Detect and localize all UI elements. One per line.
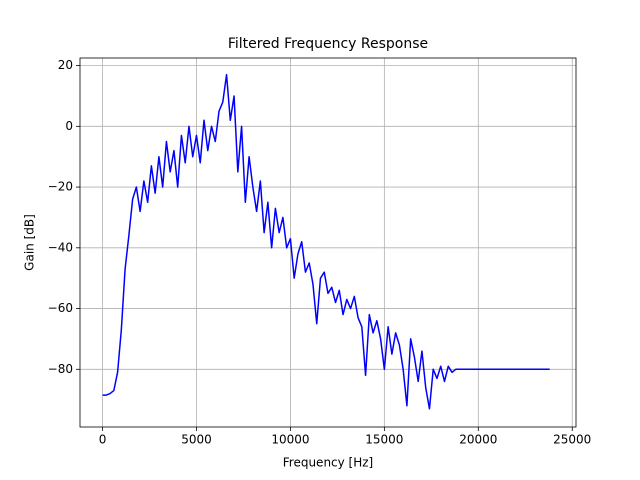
y-tick-label: −20	[48, 180, 73, 194]
x-tick-label: 0	[99, 433, 107, 447]
y-axis-label: Gain [dB]	[23, 214, 37, 271]
x-tick-label: 20000	[459, 433, 497, 447]
y-tick-label: −40	[48, 240, 73, 254]
y-tick-label: −80	[48, 362, 73, 376]
line-series	[102, 73, 550, 410]
x-tick-label: 10000	[271, 433, 309, 447]
y-tick-label: 20	[58, 58, 73, 72]
x-tick-label: 15000	[365, 433, 403, 447]
x-tick-label: 25000	[553, 433, 591, 447]
y-tick-label: −60	[48, 301, 73, 315]
y-tick-label: 0	[65, 119, 73, 133]
chart-title: Filtered Frequency Response	[228, 36, 428, 52]
x-axis-label: Frequency [Hz]	[283, 456, 374, 470]
plot-frame	[79, 57, 577, 428]
x-tick-label: 5000	[181, 433, 212, 447]
